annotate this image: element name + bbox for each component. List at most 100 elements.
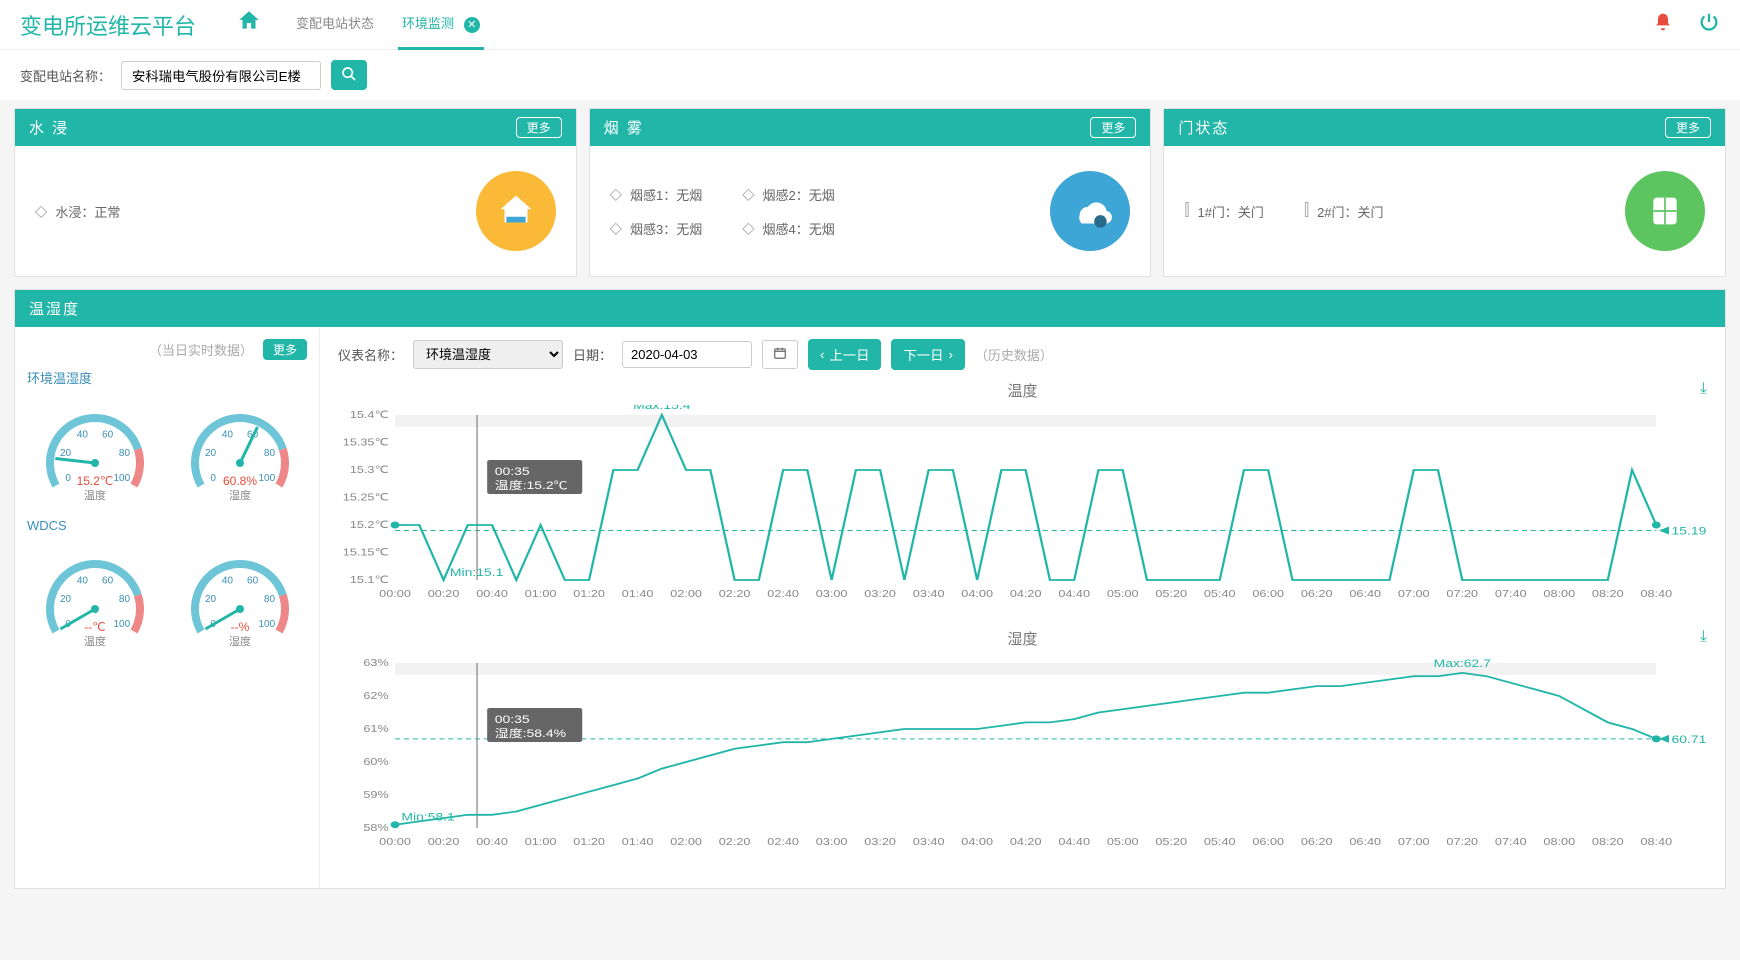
svg-text:07:00: 07:00 xyxy=(1398,589,1430,600)
prev-day-button[interactable]: ‹上一日 xyxy=(808,339,881,370)
gauges-more-button[interactable]: 更多 xyxy=(263,339,307,360)
bell-icon[interactable] xyxy=(1653,12,1673,38)
svg-text:07:20: 07:20 xyxy=(1446,837,1478,848)
water-text: 水浸：正常 xyxy=(55,202,120,221)
svg-text:07:40: 07:40 xyxy=(1495,589,1527,600)
calendar-button[interactable] xyxy=(762,340,798,369)
svg-text:59%: 59% xyxy=(363,790,388,801)
chart1-title: 温度 xyxy=(338,380,1707,401)
tab-env-label: 环境监测 xyxy=(402,16,454,31)
svg-text:02:20: 02:20 xyxy=(719,837,751,848)
svg-text:20: 20 xyxy=(204,594,216,605)
next-day-button[interactable]: 下一日› xyxy=(891,339,964,370)
svg-text:00:40: 00:40 xyxy=(476,589,508,600)
svg-text:62%: 62% xyxy=(363,691,388,702)
svg-text:15.15℃: 15.15℃ xyxy=(343,548,389,559)
door-panel: 门状态 更多 ⫿1#门：关门 ⫿2#门：关门 xyxy=(1163,108,1726,277)
date-label: 日期： xyxy=(573,345,612,364)
svg-text:00:40: 00:40 xyxy=(476,837,508,848)
svg-text:02:20: 02:20 xyxy=(719,589,751,600)
svg-text:03:20: 03:20 xyxy=(864,837,896,848)
svg-text:01:20: 01:20 xyxy=(573,589,605,600)
header: 变电所运维云平台 变配电站状态 环境监测 ✕ xyxy=(0,0,1740,50)
svg-text:温度:15.2℃: 温度:15.2℃ xyxy=(495,478,568,491)
svg-text:温度: 温度 xyxy=(84,488,106,502)
svg-text:00:20: 00:20 xyxy=(428,837,460,848)
svg-text:58%: 58% xyxy=(363,823,388,834)
search-bar: 变配电站名称： xyxy=(0,50,1740,100)
gauge-temp-env: 02040608010015.2℃温度 xyxy=(27,393,162,506)
water-header: 水 浸 更多 xyxy=(15,109,576,146)
svg-text:00:00: 00:00 xyxy=(379,589,411,600)
svg-text:Max:62.7: Max:62.7 xyxy=(1434,657,1491,669)
home-icon[interactable] xyxy=(236,8,262,41)
search-button[interactable] xyxy=(331,60,367,90)
tab-station-status[interactable]: 变配电站状态 xyxy=(292,0,378,50)
svg-text:40: 40 xyxy=(221,429,233,440)
meter-select[interactable]: 环境温湿度 xyxy=(413,340,563,369)
svg-text:02:40: 02:40 xyxy=(767,589,799,600)
svg-text:15.2℃: 15.2℃ xyxy=(76,474,113,488)
svg-text:15.25℃: 15.25℃ xyxy=(343,493,389,504)
tabs: 变配电站状态 环境监测 ✕ xyxy=(292,0,1653,50)
svg-text:20: 20 xyxy=(59,594,71,605)
gauges-header: （当日实时数据） 更多 xyxy=(27,339,307,360)
app-title: 变电所运维云平台 xyxy=(20,9,196,41)
svg-text:01:40: 01:40 xyxy=(622,589,654,600)
tab-close-icon[interactable]: ✕ xyxy=(464,17,480,33)
gauge-hum-env: 02040608010060.8%湿度 xyxy=(172,393,307,506)
svg-text:05:20: 05:20 xyxy=(1155,837,1187,848)
svg-text:湿度: 湿度 xyxy=(229,488,251,502)
door-header: 门状态 更多 xyxy=(1164,109,1725,146)
svg-text:Max:15.4: Max:15.4 xyxy=(633,405,690,412)
svg-text:60.8%: 60.8% xyxy=(222,474,256,488)
svg-text:40: 40 xyxy=(221,575,233,586)
station-search-input[interactable] xyxy=(121,61,321,90)
svg-text:15.1℃: 15.1℃ xyxy=(350,575,389,586)
svg-text:20: 20 xyxy=(204,448,216,459)
svg-text:00:00: 00:00 xyxy=(379,837,411,848)
svg-text:湿度:58.4%: 湿度:58.4% xyxy=(495,726,566,739)
svg-text:00:35: 00:35 xyxy=(495,465,530,477)
chart2-svg: 63%62%61%60%59%58%00:0000:2000:4001:0001… xyxy=(338,653,1707,853)
water-more-button[interactable]: 更多 xyxy=(516,117,562,138)
door-item-2: ⫿2#门：关门 xyxy=(1304,202,1384,221)
svg-text:15.2℃: 15.2℃ xyxy=(350,520,389,531)
svg-text:05:40: 05:40 xyxy=(1204,837,1236,848)
svg-text:01:40: 01:40 xyxy=(622,837,654,848)
svg-text:01:00: 01:00 xyxy=(525,837,557,848)
svg-text:06:20: 06:20 xyxy=(1301,589,1333,600)
door-more-button[interactable]: 更多 xyxy=(1665,117,1711,138)
svg-text:80: 80 xyxy=(118,594,130,605)
tab-env-monitor[interactable]: 环境监测 ✕ xyxy=(398,0,484,50)
gauge-group2-title: WDCS xyxy=(27,518,307,533)
svg-text:04:20: 04:20 xyxy=(1010,837,1042,848)
history-hint: （历史数据） xyxy=(975,345,1053,364)
temp-body: （当日实时数据） 更多 环境温湿度 02040608010015.2℃温度 02… xyxy=(15,327,1725,888)
svg-text:15.3℃: 15.3℃ xyxy=(350,465,389,476)
svg-text:--%: --% xyxy=(230,620,249,634)
date-input[interactable] xyxy=(622,341,752,368)
flame-icon: ◇ xyxy=(610,218,622,238)
svg-text:0: 0 xyxy=(210,473,216,484)
svg-text:Min:58.1: Min:58.1 xyxy=(401,811,454,823)
download-icon[interactable]: ⤓ xyxy=(1700,628,1707,646)
svg-text:--℃: --℃ xyxy=(84,620,105,634)
svg-text:40: 40 xyxy=(76,575,88,586)
svg-text:06:00: 06:00 xyxy=(1252,837,1284,848)
power-icon[interactable] xyxy=(1698,11,1720,39)
charts-column: 仪表名称： 环境温湿度 日期： ‹上一日 下一日› （历史数据） 温度 ⤓ 15… xyxy=(320,327,1725,888)
download-icon[interactable]: ⤓ xyxy=(1700,380,1707,398)
svg-text:00:20: 00:20 xyxy=(428,589,460,600)
water-status: ◇ 水浸：正常 xyxy=(35,201,120,221)
svg-text:60: 60 xyxy=(247,575,259,586)
door-body: ⫿1#门：关门 ⫿2#门：关门 xyxy=(1164,146,1725,276)
svg-text:15.4℃: 15.4℃ xyxy=(350,410,389,421)
chart2-title: 湿度 xyxy=(338,628,1707,649)
smoke-more-button[interactable]: 更多 xyxy=(1090,117,1136,138)
water-title: 水 浸 xyxy=(29,117,69,138)
chart-controls: 仪表名称： 环境温湿度 日期： ‹上一日 下一日› （历史数据） xyxy=(338,339,1707,370)
svg-text:00:35: 00:35 xyxy=(495,713,530,725)
smoke-item-2: ◇烟感2：无烟 xyxy=(742,184,835,204)
svg-text:05:20: 05:20 xyxy=(1155,589,1187,600)
